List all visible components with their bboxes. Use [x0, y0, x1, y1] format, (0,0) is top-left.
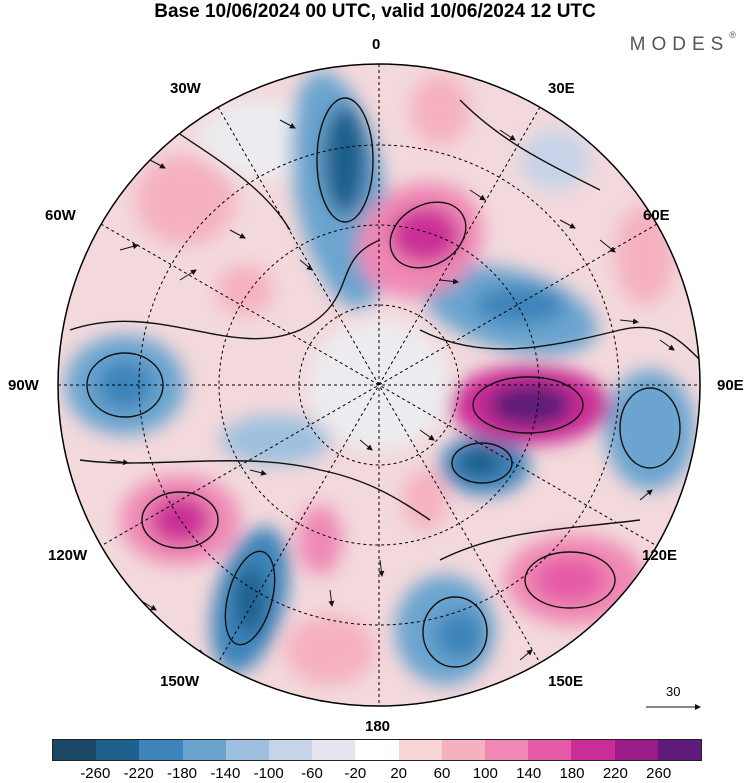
colorbar-tick-label: -100 [253, 765, 284, 782]
colorbar-tick-label: 60 [433, 765, 451, 782]
reference-vector-label: 30 [666, 684, 681, 699]
lon-label-90e: 90E [717, 377, 744, 394]
colorbar-swatch [312, 740, 356, 760]
colorbar-swatch [614, 740, 658, 760]
colorbar-tick-label: -180 [166, 765, 198, 782]
colorbar-swatch [269, 740, 313, 760]
colorbar [52, 739, 702, 761]
colorbar-ticks: -260 -220 -180 -140 -100 -60 -20 20 60 100 140 180 2… [52, 765, 702, 783]
colorbar-swatch [139, 740, 183, 760]
lon-label-0: 0 [372, 36, 381, 53]
colorbar-swatch [96, 740, 140, 760]
colorbar-tick-label: -220 [123, 765, 154, 782]
lon-label-150e: 150E [548, 673, 584, 690]
colorbar-swatch [657, 740, 702, 760]
colorbar-swatch [182, 740, 226, 760]
colorbar-tick-label: 220 [602, 765, 628, 782]
lon-label-120w: 120W [48, 547, 88, 564]
colorbar-tick-label: -140 [210, 765, 241, 782]
colorbar-tick-label: 140 [516, 765, 542, 782]
brand-text: MODES [629, 34, 730, 55]
lon-label-60e: 60E [643, 207, 670, 224]
brand-mark: ® [729, 29, 736, 40]
colorbar-tick-label: -20 [344, 765, 367, 782]
lon-label-180: 180 [365, 718, 391, 735]
colorbar-swatch [398, 740, 442, 760]
brand-logo: MODES® [629, 30, 736, 56]
colorbar-swatch [225, 740, 270, 760]
colorbar-swatch [53, 740, 97, 760]
lon-label-120e: 120E [642, 547, 678, 564]
colorbar-swatch [528, 740, 572, 760]
lon-label-30e: 30E [548, 80, 575, 97]
map-border [57, 63, 701, 707]
colorbar-tick-label: 180 [559, 765, 585, 782]
colorbar-tick-label: 260 [646, 765, 672, 782]
colorbar-swatch [441, 740, 486, 760]
colorbar-swatch [355, 740, 399, 760]
graticule [58, 64, 700, 706]
colorbar-swatch [571, 740, 615, 760]
colorbar-tick-label: 20 [390, 765, 407, 782]
lon-label-150w: 150W [160, 673, 200, 690]
colorbar-swatch [485, 740, 529, 760]
chart-title: Base 10/06/2024 00 UTC, valid 10/06/2024… [154, 1, 596, 22]
lon-label-30w: 30W [170, 80, 201, 97]
lon-label-90w: 90W [8, 377, 39, 394]
colorbar-tick-label: -60 [301, 765, 323, 782]
colorbar-tick-label: 100 [472, 765, 498, 782]
colorbar-tick-label: -260 [80, 765, 111, 782]
lon-label-60w: 60W [45, 207, 76, 224]
